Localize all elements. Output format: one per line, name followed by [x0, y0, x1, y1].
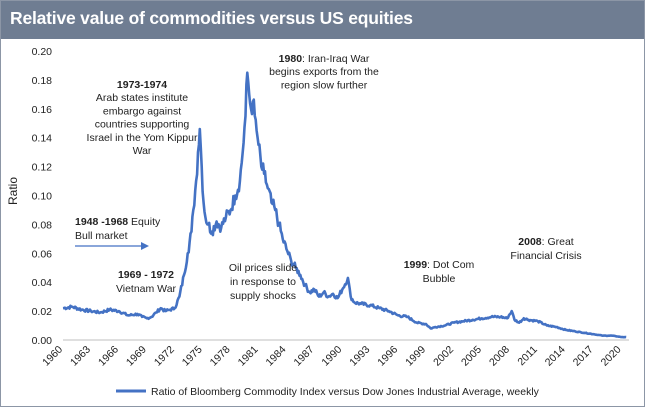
annotation-text: region slow further	[281, 79, 368, 91]
x-tick-label: 1996	[375, 344, 400, 369]
annotation-bold-text: 1999	[404, 259, 428, 271]
annotation-text: Bubble	[423, 273, 456, 285]
annotation-line: countries supporting	[95, 119, 190, 131]
annotation-text: supply shocks	[230, 290, 296, 302]
y-tick-label: 0.02	[32, 306, 53, 318]
annotation-bold-text: 1948 -1968	[75, 216, 128, 228]
x-tick-label: 1978	[208, 344, 233, 369]
y-tick-label: 0.12	[32, 162, 53, 174]
annotation-line: embargo against	[103, 105, 181, 117]
annotation-line: Arab states institute	[96, 92, 188, 104]
x-tick-label: 2005	[459, 344, 484, 369]
annotation-bold-text: 1980	[279, 53, 303, 65]
annotation-text: : Iran-Iraq War	[302, 53, 370, 65]
annotation-text: War	[133, 145, 152, 157]
annotation-line: Vietnam War	[116, 283, 177, 295]
x-tick-label: 2008	[487, 344, 512, 369]
annotation-line: in response to	[230, 276, 296, 288]
x-tick-label: 1975	[180, 344, 205, 369]
y-axis-ticks: 0.00 0.02 0.04 0.06 0.08 0.10 0.12 0.14 0.16 0.18…	[32, 46, 53, 347]
annotation-text: Oil prices slide	[229, 262, 297, 274]
y-tick-label: 0.20	[32, 46, 53, 58]
annotation-a5: Oil prices slide in response to supply sho…	[229, 262, 297, 302]
y-tick-label: 0.04	[32, 277, 53, 289]
annotation-a7: 2008: Great Financial Crisis	[510, 236, 581, 262]
x-tick-label: 2020	[599, 344, 624, 369]
x-tick-label: 2014	[543, 344, 568, 369]
annotation-line: 1973-1974	[117, 79, 167, 91]
annotation-line: region slow further	[281, 79, 368, 91]
x-tick-label: 1963	[68, 344, 93, 369]
annotation-text: : Dot Com	[427, 259, 475, 271]
annotation-text: in response to	[230, 276, 296, 288]
x-tick-label: 1966	[96, 344, 121, 369]
chart-title: Relative value of commodities versus US …	[10, 8, 413, 28]
annotation-line: Bubble	[423, 273, 456, 285]
series-line-ratio	[62, 71, 627, 339]
x-tick-label: 2002	[431, 344, 456, 369]
annotation-line: 1980: Iran-Iraq War	[279, 53, 370, 65]
y-tick-label: 0.10	[32, 191, 53, 203]
y-tick-label: 0.00	[32, 335, 53, 347]
annotation-a3: 1969 - 1972 Vietnam War	[116, 269, 177, 295]
annotation-text: Vietnam War	[116, 283, 177, 295]
annotation-line: 1948 -1968 Equity	[75, 216, 161, 228]
annotation-line: begins exports from the	[269, 66, 379, 78]
annotation-line: 1969 - 1972	[118, 269, 174, 281]
x-tick-label: 1981	[236, 344, 261, 369]
y-tick-label: 0.08	[32, 219, 53, 231]
annotation-text: embargo against	[103, 105, 181, 117]
annotation-bold-text: 2008	[518, 236, 542, 248]
x-tick-label: 1984	[264, 344, 289, 369]
x-tick-label: 2017	[571, 344, 596, 369]
annotation-bold-text: 1973-1974	[117, 79, 167, 91]
x-tick-label: 1969	[124, 344, 149, 369]
y-tick-label: 0.06	[32, 248, 53, 260]
x-tick-label: 1987	[291, 344, 316, 369]
annotation-line: supply shocks	[230, 290, 296, 302]
x-tick-label: 2011	[515, 344, 540, 369]
annotation-line: Financial Crisis	[510, 250, 581, 262]
x-tick-label: 1999	[403, 344, 428, 369]
title-bar: Relative value of commodities versus US …	[1, 1, 644, 39]
annotation-line: 2008: Great	[518, 236, 574, 248]
annotation-text: : Great	[542, 236, 574, 248]
x-axis-ticks: 1960 1963 1966 1969 1972 1975 1978 1981 1984 1987…	[40, 344, 624, 369]
annotation-text: Equity	[128, 216, 161, 228]
annotation-line: Israel in the Yom Kippur	[87, 132, 198, 144]
y-axis-label: Ratio	[6, 177, 20, 205]
annotation-text: Bull market	[75, 230, 128, 242]
annotation-line: Bull market	[75, 230, 128, 242]
x-tick-label: 1972	[152, 344, 177, 369]
annotation-text: Financial Crisis	[510, 250, 581, 262]
y-tick-label: 0.14	[32, 133, 53, 145]
annotation-text: Arab states institute	[96, 92, 188, 104]
annotation-line: Oil prices slide	[229, 262, 297, 274]
x-tick-label: 1960	[40, 344, 65, 369]
arrow-head-icon	[141, 242, 149, 250]
y-tick-label: 0.18	[32, 75, 53, 87]
x-tick-label: 1990	[319, 344, 344, 369]
y-tick-label: 0.16	[32, 104, 53, 116]
annotation-line: 1999: Dot Com	[404, 259, 475, 271]
annotation-text: countries supporting	[95, 119, 190, 131]
annotation-text: begins exports from the	[269, 66, 379, 78]
x-tick-label: 1993	[347, 344, 372, 369]
annotation-text: Israel in the Yom Kippur	[87, 132, 198, 144]
annotation-bold-text: 1969 - 1972	[118, 269, 174, 281]
annotation-line: War	[133, 145, 152, 157]
annotation-a6: 1999: Dot Com Bubble	[404, 259, 475, 285]
legend-label: Ratio of Bloomberg Commodity Index versu…	[151, 386, 540, 398]
